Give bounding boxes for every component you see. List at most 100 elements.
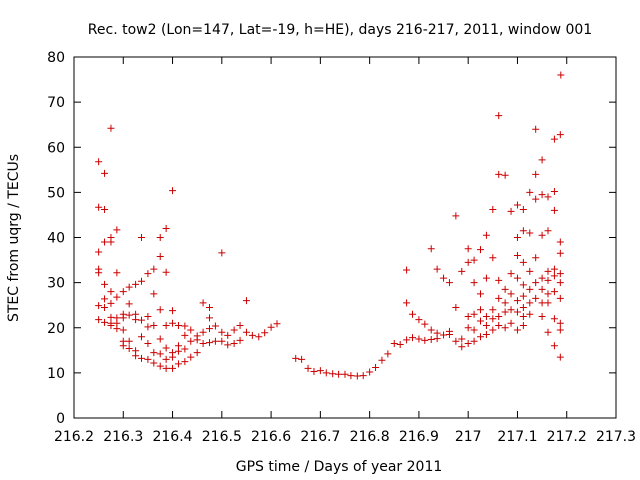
data-point bbox=[248, 331, 256, 339]
data-point bbox=[169, 364, 177, 372]
data-point bbox=[174, 321, 182, 329]
data-point bbox=[489, 254, 497, 262]
data-point bbox=[470, 256, 478, 264]
data-point bbox=[95, 316, 103, 324]
data-point bbox=[125, 300, 133, 308]
data-point bbox=[550, 272, 558, 280]
data-point bbox=[150, 265, 158, 273]
data-point bbox=[470, 326, 478, 334]
data-point bbox=[187, 353, 195, 361]
data-point bbox=[495, 321, 503, 329]
x-tick-label: 216.3 bbox=[103, 429, 143, 445]
data-point bbox=[415, 316, 423, 324]
data-point bbox=[101, 318, 109, 326]
data-point bbox=[132, 316, 140, 324]
data-point bbox=[507, 306, 515, 314]
data-point bbox=[519, 281, 527, 289]
data-point bbox=[174, 347, 182, 355]
data-point bbox=[144, 355, 152, 363]
data-point bbox=[347, 372, 355, 380]
data-point bbox=[538, 299, 546, 307]
data-point bbox=[482, 274, 490, 282]
data-point bbox=[556, 294, 564, 302]
data-point bbox=[526, 285, 534, 293]
data-point bbox=[464, 324, 472, 332]
data-point bbox=[169, 307, 177, 315]
data-point bbox=[218, 249, 226, 257]
data-point bbox=[513, 274, 521, 282]
data-point bbox=[544, 328, 552, 336]
data-point bbox=[544, 227, 552, 235]
data-point bbox=[532, 279, 540, 287]
data-point bbox=[556, 319, 564, 327]
data-point bbox=[162, 344, 170, 352]
data-point bbox=[507, 290, 515, 298]
y-tick-label: 10 bbox=[47, 366, 65, 382]
data-point bbox=[470, 279, 478, 287]
data-point bbox=[162, 268, 170, 276]
data-point bbox=[236, 321, 244, 329]
x-tick-label: 217.2 bbox=[547, 429, 587, 445]
data-point bbox=[538, 285, 546, 293]
data-point bbox=[101, 206, 109, 214]
data-point bbox=[556, 131, 564, 139]
data-point bbox=[501, 308, 509, 316]
data-point bbox=[138, 333, 146, 341]
data-point bbox=[101, 238, 109, 246]
data-point bbox=[144, 312, 152, 320]
x-tick-label: 216.6 bbox=[251, 429, 291, 445]
data-point bbox=[464, 258, 472, 266]
data-point bbox=[519, 227, 527, 235]
data-point bbox=[470, 310, 478, 318]
data-point bbox=[144, 323, 152, 331]
y-tick-label: 30 bbox=[47, 276, 65, 292]
data-point bbox=[403, 336, 411, 344]
data-point bbox=[544, 267, 552, 275]
data-point bbox=[477, 290, 484, 298]
data-point bbox=[236, 336, 244, 344]
data-point bbox=[359, 372, 367, 380]
data-point bbox=[169, 353, 177, 361]
data-point bbox=[550, 187, 558, 195]
x-tick-label: 216.5 bbox=[202, 429, 242, 445]
data-point bbox=[501, 285, 509, 293]
data-point bbox=[95, 158, 103, 166]
data-point bbox=[150, 349, 158, 357]
data-point bbox=[322, 369, 330, 377]
data-point bbox=[125, 311, 133, 319]
data-point bbox=[366, 368, 374, 376]
data-point bbox=[242, 328, 250, 336]
data-point bbox=[433, 335, 441, 343]
data-point bbox=[519, 292, 527, 300]
data-point bbox=[267, 323, 275, 331]
data-point bbox=[477, 246, 484, 254]
data-point bbox=[544, 193, 552, 201]
data-point bbox=[316, 367, 324, 375]
data-point bbox=[433, 265, 441, 273]
data-point bbox=[519, 258, 527, 266]
data-point bbox=[181, 358, 189, 366]
data-point bbox=[298, 355, 306, 363]
data-point bbox=[206, 303, 213, 311]
data-point bbox=[384, 350, 392, 358]
data-point bbox=[107, 288, 115, 296]
x-tick-label: 217 bbox=[455, 429, 482, 445]
data-point bbox=[162, 364, 170, 372]
data-point bbox=[403, 266, 411, 274]
data-point bbox=[427, 326, 435, 334]
data-point bbox=[107, 313, 115, 321]
x-axis-label: GPS time / Days of year 2011 bbox=[236, 459, 443, 475]
data-point bbox=[107, 238, 115, 246]
data-point bbox=[544, 276, 552, 284]
data-point bbox=[538, 312, 546, 320]
data-point bbox=[556, 270, 564, 278]
data-point bbox=[95, 269, 103, 277]
data-point bbox=[335, 370, 343, 378]
data-point bbox=[507, 270, 515, 278]
data-point bbox=[255, 333, 263, 341]
data-point bbox=[470, 337, 478, 345]
data-point bbox=[150, 290, 158, 298]
data-point bbox=[489, 315, 497, 323]
data-point bbox=[538, 191, 546, 199]
data-point bbox=[427, 245, 435, 253]
